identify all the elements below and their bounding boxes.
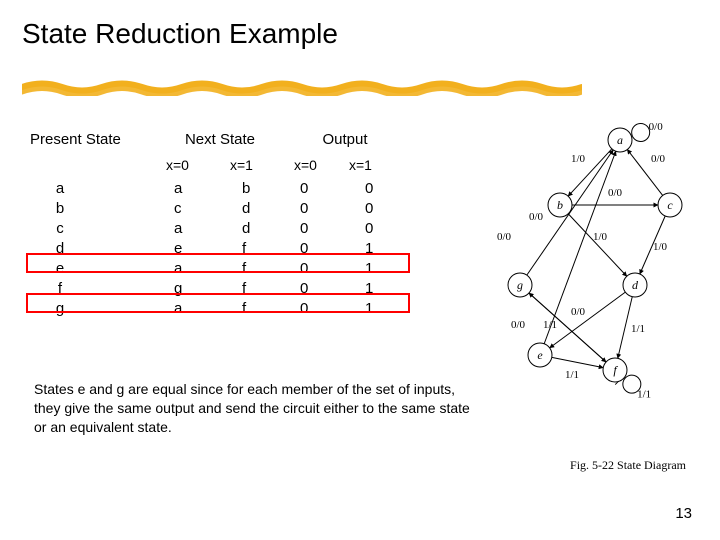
sub-out-x0: x=0 (280, 156, 335, 175)
svg-text:0/0: 0/0 (511, 319, 526, 331)
svg-text:0/0: 0/0 (608, 187, 623, 199)
table-row: aab00 (30, 179, 430, 199)
svg-text:1/1: 1/1 (565, 369, 579, 381)
table-row: eaf01 (30, 259, 430, 279)
table-row: bcd00 (30, 199, 430, 219)
svg-text:0/0: 0/0 (651, 153, 666, 165)
sub-out-x1: x=1 (335, 156, 390, 175)
state-diagram: 1/00/00/01/01/00/01/11/11/10/00/00/00/01… (480, 110, 700, 450)
svg-text:0/0: 0/0 (649, 121, 664, 133)
col-header-output: Output (290, 130, 400, 150)
table-row: fgf01 (30, 279, 430, 299)
svg-text:1/0: 1/0 (571, 153, 586, 165)
table-row: def01 (30, 239, 430, 259)
svg-text:0/0: 0/0 (571, 306, 586, 318)
col-header-present: Present State (30, 130, 160, 150)
page-title: State Reduction Example (0, 0, 720, 50)
svg-text:c: c (667, 198, 673, 212)
svg-text:a: a (617, 133, 623, 147)
table-row: cad00 (30, 219, 430, 239)
page-number: 13 (675, 505, 692, 522)
title-underline (22, 78, 582, 96)
svg-text:0/0: 0/0 (529, 211, 544, 223)
svg-text:1/0: 1/0 (593, 231, 608, 243)
svg-text:1/0: 1/0 (653, 241, 668, 253)
col-header-next: Next State (160, 130, 280, 150)
state-table: Present State Next State Output x=0 x=1 … (30, 130, 430, 319)
svg-text:e: e (537, 348, 543, 362)
sub-next-x0: x=0 (160, 156, 220, 175)
svg-text:1/1: 1/1 (631, 323, 645, 335)
svg-text:d: d (632, 278, 639, 292)
sub-next-x1: x=1 (220, 156, 280, 175)
svg-text:0/0: 0/0 (497, 231, 512, 243)
explanation-note: States e and g are equal since for each … (34, 380, 474, 437)
svg-text:g: g (517, 278, 523, 292)
svg-text:1/1: 1/1 (637, 388, 651, 400)
table-row: gaf01 (30, 299, 430, 319)
svg-text:b: b (557, 198, 563, 212)
figure-caption: Fig. 5-22 State Diagram (570, 458, 686, 473)
